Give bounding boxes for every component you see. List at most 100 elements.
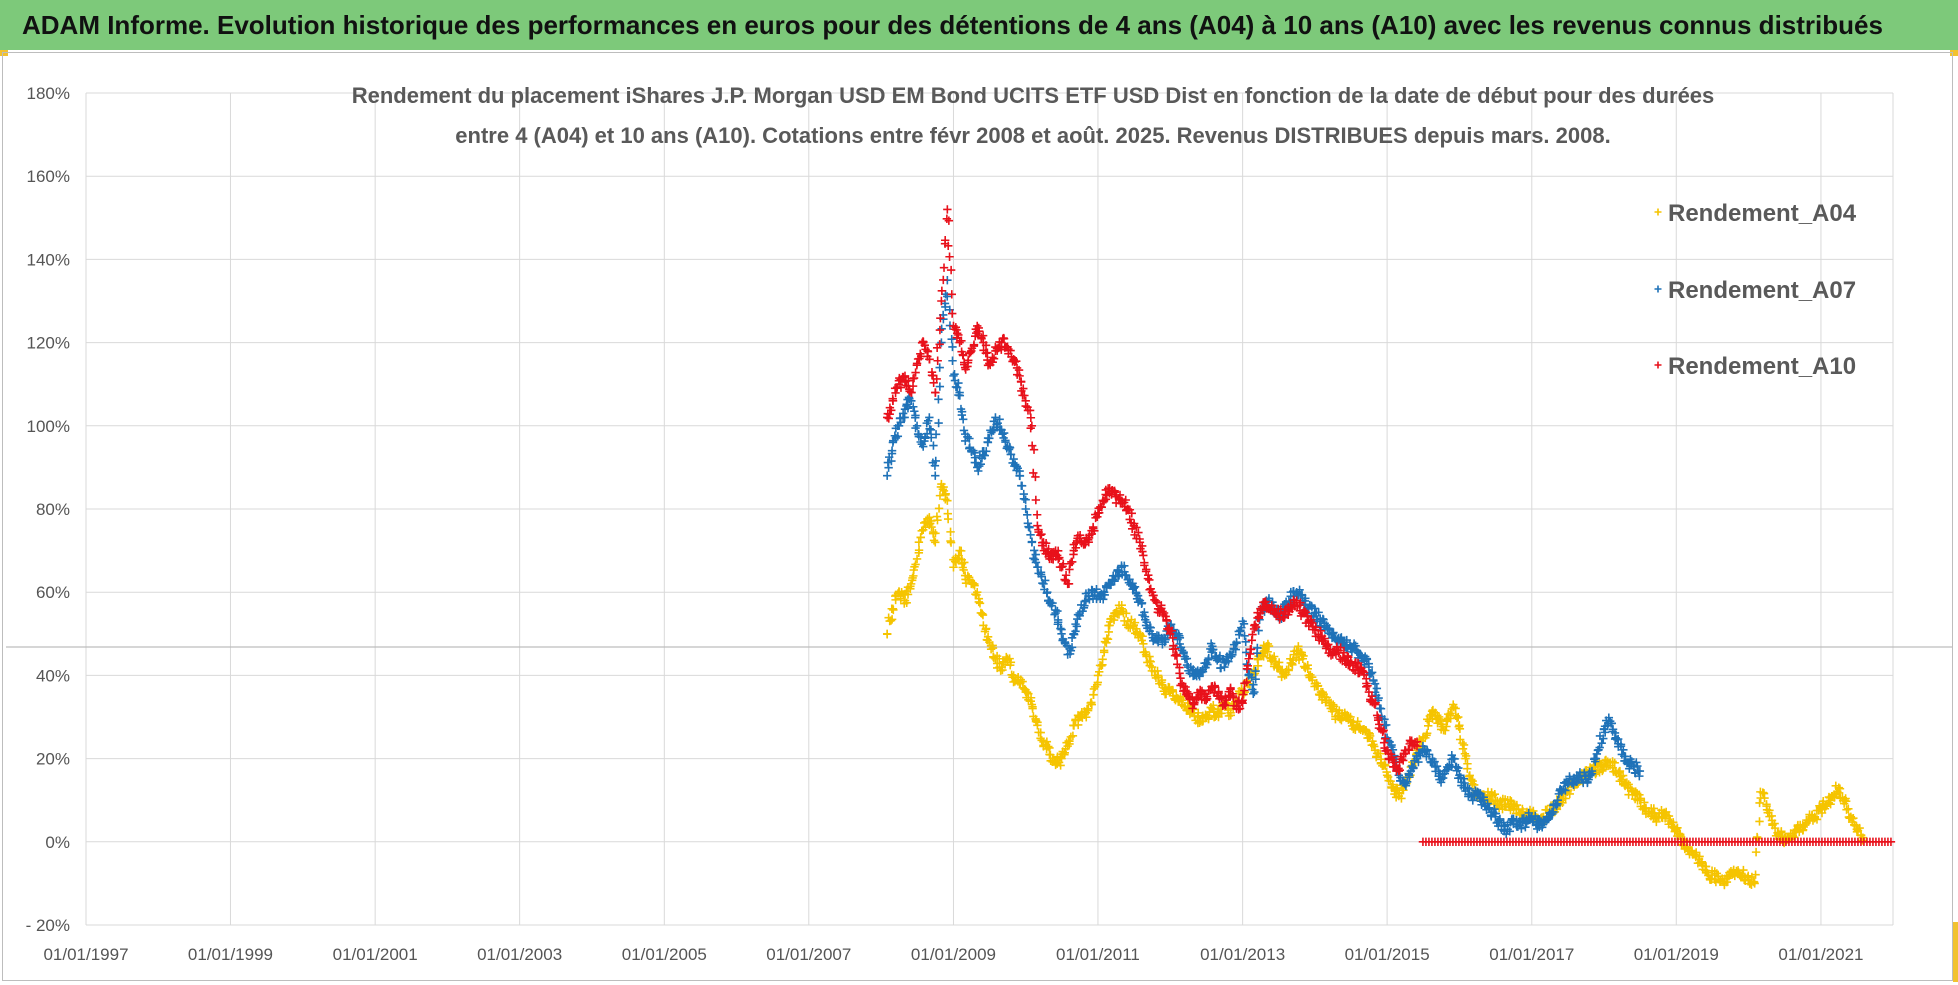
data-point-rendement-a10 [1033,521,1042,530]
data-point-rendement-a07 [1329,628,1338,637]
data-point-rendement-a10 [1034,525,1043,534]
data-point-rendement-a07 [903,403,913,413]
data-point-rendement-a07 [1130,582,1140,592]
data-point-rendement-a10 [1167,626,1177,636]
data-point-rendement-a04 [1138,632,1147,641]
data-point-rendement-a07 [1043,588,1052,597]
data-point-rendement-a10 [1058,562,1067,571]
data-point-rendement-a04 [1098,655,1107,664]
data-point-rendement-a10 [957,336,966,346]
data-point-rendement-a07 [1367,668,1377,677]
data-point-rendement-a04 [1093,678,1103,687]
data-point-rendement-a07 [1318,614,1328,624]
banner-title: ADAM Informe. Evolution historique des p… [0,0,1958,50]
data-point-rendement-a10 [1140,558,1149,567]
data-point-rendement-a07 [1227,652,1236,661]
data-point-rendement-a04 [1701,862,1711,871]
data-point-rendement-a10 [1132,523,1141,532]
data-point-rendement-a04 [1026,693,1036,702]
data-point-rendement-a04 [1458,744,1468,754]
data-point-rendement-a04 [1842,805,1851,814]
data-point-rendement-a07 [935,382,945,391]
data-point-rendement-a10 [939,275,948,285]
data-point-rendement-a04 [1799,822,1808,832]
data-point-rendement-a04 [1177,696,1187,705]
data-point-rendement-a10 [954,330,963,340]
data-point-rendement-a07 [931,456,940,466]
data-point-rendement-a04 [1561,794,1570,803]
data-point-rendement-a04 [1028,702,1037,711]
data-point-rendement-a10 [1145,575,1154,585]
data-point-rendement-a04 [1065,736,1074,746]
data-point-rendement-a07 [1137,598,1147,608]
data-point-rendement-a10 [1362,682,1371,691]
data-point-rendement-a10 [905,387,914,396]
data-point-rendement-a04 [1294,642,1303,651]
data-point-rendement-a07 [898,409,908,418]
data-point-rendement-a10 [939,263,949,272]
data-point-rendement-a07 [1251,675,1260,684]
data-point-rendement-a04 [1844,804,1853,814]
data-point-rendement-a10 [1316,626,1325,636]
data-point-rendement-a07 [952,383,962,392]
data-point-rendement-a04 [1470,780,1479,790]
data-point-rendement-a04 [941,489,950,498]
data-point-rendement-a04 [1146,657,1155,666]
grid-lines [6,92,1952,926]
x-tick-label: 01/01/1997 [43,945,128,964]
data-point-rendement-a07 [1209,645,1218,654]
data-point-rendement-a10 [1027,441,1037,450]
data-point-rendement-a04 [1649,804,1659,813]
data-point-rendement-a04 [960,558,969,567]
data-point-rendement-a04 [1269,652,1279,661]
data-point-rendement-a04 [903,590,913,599]
data-point-rendement-a10 [1055,553,1064,562]
data-point-rendement-a04 [978,610,988,620]
data-point-rendement-a07 [947,334,956,344]
data-point-rendement-a07 [1414,757,1423,767]
data-point-rendement-a07 [1080,597,1089,606]
data-point-rendement-a07 [976,459,986,469]
data-point-rendement-a07 [937,338,946,347]
data-point-rendement-a07 [1220,662,1229,672]
data-point-rendement-a10 [1244,654,1253,663]
data-point-rendement-a04 [1274,658,1284,667]
data-point-rendement-a07 [1635,766,1645,776]
data-point-rendement-a04 [1313,681,1323,690]
data-point-rendement-a04 [1073,720,1083,730]
data-point-rendement-a04 [1168,687,1178,696]
data-point-rendement-a07 [1372,684,1382,693]
data-point-rendement-a04 [1610,758,1619,768]
data-point-rendement-a04 [1103,634,1113,644]
data-point-rendement-a10 [974,327,984,336]
data-point-rendement-a04 [1095,667,1104,676]
data-points [882,205,1896,890]
data-point-rendement-a07 [1537,823,1547,832]
data-point-rendement-a04 [906,584,915,593]
data-point-rendement-a04 [1817,808,1827,818]
data-point-rendement-a04 [988,643,998,653]
data-point-rendement-a07 [1224,657,1233,666]
data-point-rendement-a07 [907,396,916,405]
data-point-rendement-a04 [1044,742,1053,751]
data-point-rendement-a04 [1755,798,1764,808]
data-point-rendement-a04 [927,522,936,532]
data-point-rendement-a10 [1181,682,1190,692]
data-point-rendement-a04 [1087,700,1097,709]
data-point-rendement-a04 [1033,718,1042,727]
data-point-rendement-a04 [974,597,984,607]
data-point-rendement-a04 [929,536,939,545]
data-point-rendement-a04 [1263,647,1272,657]
data-point-rendement-a07 [1494,816,1504,825]
data-point-rendement-a10 [1015,371,1024,381]
data-point-rendement-a07 [1401,781,1411,790]
data-point-rendement-a10 [887,406,896,415]
data-point-rendement-a10 [959,351,968,360]
data-point-rendement-a04 [1454,712,1463,722]
data-point-rendement-a07 [1460,778,1469,788]
data-point-rendement-a10 [1300,606,1309,615]
data-point-rendement-a07 [1362,655,1372,664]
data-point-rendement-a10 [1032,510,1042,519]
data-point-rendement-a07 [1026,530,1035,540]
data-point-rendement-a07 [983,438,993,447]
